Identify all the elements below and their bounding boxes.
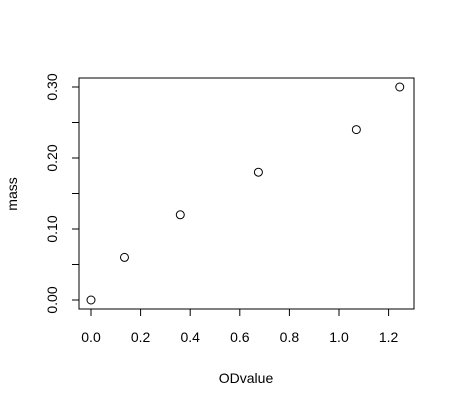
x-tick-label: 0.8 — [280, 329, 300, 345]
x-tick-label: 0.6 — [230, 329, 250, 345]
x-tick-label: 0.4 — [180, 329, 200, 345]
y-axis-label: mass — [4, 177, 20, 210]
x-tick-label: 1.0 — [329, 329, 349, 345]
y-tick-label: 0.20 — [44, 144, 60, 171]
data-point — [86, 295, 96, 305]
x-tick-label: 1.2 — [379, 329, 399, 345]
y-axis-ticks: 0.00 0.10 0.20 0.30 — [44, 73, 79, 314]
data-point — [119, 252, 129, 262]
x-tick-label: 0.0 — [81, 329, 101, 345]
data-point — [175, 210, 185, 220]
y-tick-label: 0.30 — [44, 73, 60, 100]
plot-frame — [78, 77, 415, 310]
x-axis-ticks: 0.0 0.2 0.4 0.6 0.8 1.0 1.2 — [81, 309, 399, 345]
data-point — [395, 82, 405, 92]
y-tick-label: 0.00 — [44, 286, 60, 313]
data-points — [86, 82, 405, 305]
y-tick-label: 0.10 — [44, 215, 60, 242]
data-point — [253, 167, 263, 177]
x-tick-label: 0.2 — [131, 329, 151, 345]
data-point — [351, 125, 361, 135]
x-axis-label: ODvalue — [219, 370, 274, 386]
